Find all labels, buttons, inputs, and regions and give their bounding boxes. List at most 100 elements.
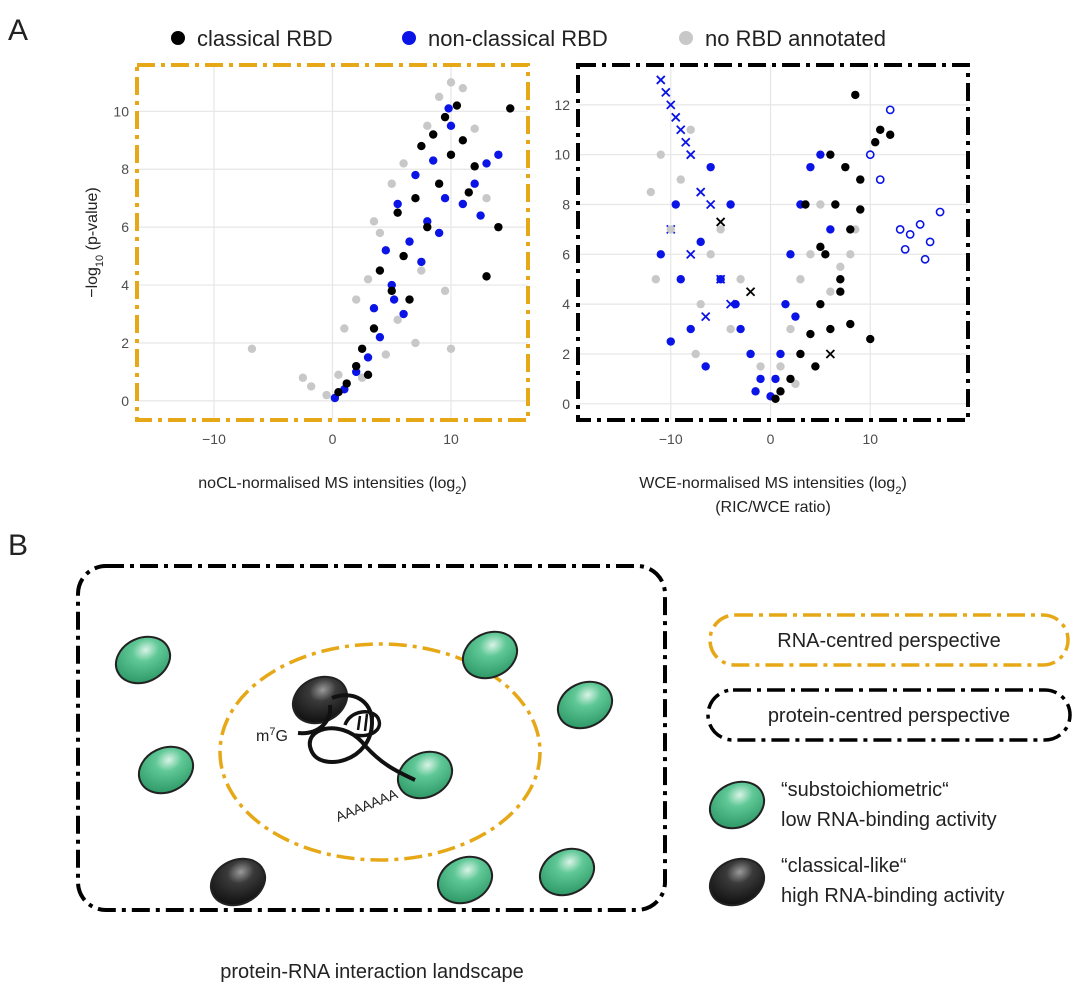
point bbox=[476, 211, 485, 220]
point bbox=[806, 162, 815, 172]
point bbox=[446, 344, 456, 353]
protein-green bbox=[436, 855, 494, 905]
point bbox=[796, 275, 805, 284]
point bbox=[393, 199, 402, 209]
point bbox=[369, 217, 379, 226]
label-part: ) bbox=[901, 475, 906, 492]
rna-perspective-ring bbox=[218, 642, 542, 862]
point bbox=[846, 225, 855, 234]
point bbox=[405, 237, 414, 246]
point bbox=[701, 362, 710, 371]
point bbox=[726, 200, 735, 209]
point bbox=[464, 188, 473, 197]
point bbox=[351, 361, 361, 371]
point bbox=[434, 92, 444, 102]
poly-a: AAAAAAA bbox=[333, 785, 400, 825]
protein-green bbox=[114, 635, 172, 685]
cap-sup: 7 bbox=[269, 726, 275, 738]
mrna bbox=[297, 693, 416, 782]
point bbox=[841, 162, 850, 172]
point bbox=[482, 159, 491, 168]
panel-label: A bbox=[8, 14, 28, 47]
point bbox=[681, 137, 691, 147]
landscape-frame bbox=[76, 564, 667, 912]
point bbox=[452, 101, 462, 110]
point bbox=[357, 344, 367, 353]
point bbox=[905, 230, 915, 239]
point bbox=[417, 257, 426, 267]
legend-protein-frame bbox=[706, 688, 1072, 742]
point bbox=[836, 262, 845, 271]
legend-label: no RBD annotated bbox=[705, 26, 886, 51]
point bbox=[646, 187, 656, 197]
point bbox=[746, 349, 755, 359]
point bbox=[836, 275, 845, 284]
point bbox=[781, 299, 790, 309]
point bbox=[387, 286, 396, 296]
point bbox=[405, 295, 414, 304]
point bbox=[856, 205, 865, 214]
point bbox=[726, 324, 735, 334]
y-tick-label: 2 bbox=[562, 346, 570, 362]
legend-label: “classical-like“ bbox=[781, 855, 907, 877]
point bbox=[446, 121, 456, 131]
plot: −10 0 10 0 2 4 6 8 10 noCL-normalised MS intensit… bbox=[84, 63, 530, 497]
legend-label: low RNA-binding activity bbox=[781, 809, 997, 831]
y-tick-label: 6 bbox=[121, 219, 129, 235]
y-tick-label: 8 bbox=[562, 197, 570, 213]
point bbox=[811, 362, 820, 371]
point bbox=[429, 130, 438, 139]
point bbox=[715, 217, 726, 227]
point bbox=[776, 387, 785, 396]
legend-protein-green bbox=[708, 780, 766, 830]
point bbox=[423, 217, 432, 226]
point bbox=[935, 207, 945, 217]
point bbox=[920, 254, 930, 264]
point bbox=[776, 362, 785, 371]
point bbox=[656, 75, 666, 85]
plot-frame bbox=[576, 63, 970, 422]
point bbox=[751, 387, 760, 396]
point bbox=[745, 287, 756, 297]
point bbox=[786, 250, 795, 259]
point bbox=[731, 299, 740, 309]
point bbox=[411, 170, 420, 180]
label-part: WCE-normalised MS intensities (log bbox=[639, 475, 895, 492]
protein-black bbox=[209, 857, 267, 907]
legend-marker bbox=[171, 31, 185, 45]
plot-frame bbox=[135, 63, 530, 422]
point bbox=[696, 187, 706, 197]
point bbox=[866, 334, 875, 344]
point bbox=[736, 275, 745, 284]
axis-label: (RIC/WCE ratio) bbox=[715, 499, 831, 516]
point bbox=[771, 374, 780, 384]
point bbox=[666, 337, 675, 346]
y-tick-label: 2 bbox=[121, 335, 129, 351]
point bbox=[363, 353, 373, 362]
point bbox=[417, 141, 426, 151]
point bbox=[706, 199, 716, 210]
protein-green bbox=[556, 680, 614, 730]
x-tick-label: −10 bbox=[202, 431, 226, 447]
panel-label: B bbox=[8, 529, 28, 562]
y-tick-label: 0 bbox=[562, 396, 570, 412]
point bbox=[375, 332, 385, 342]
axis-label: −log10 (p-value) bbox=[84, 187, 106, 298]
point bbox=[666, 225, 675, 234]
point bbox=[446, 78, 456, 87]
point bbox=[875, 175, 885, 184]
point bbox=[676, 125, 686, 135]
label-part: −log bbox=[84, 267, 101, 298]
point bbox=[701, 311, 711, 322]
point bbox=[686, 249, 696, 259]
point bbox=[831, 200, 840, 209]
point bbox=[387, 179, 396, 188]
point bbox=[322, 390, 331, 400]
x-tick-label: 10 bbox=[862, 431, 878, 447]
point bbox=[885, 105, 895, 115]
point bbox=[696, 299, 705, 309]
point bbox=[342, 379, 351, 388]
point bbox=[915, 220, 925, 229]
point bbox=[686, 125, 695, 134]
point bbox=[756, 362, 765, 371]
